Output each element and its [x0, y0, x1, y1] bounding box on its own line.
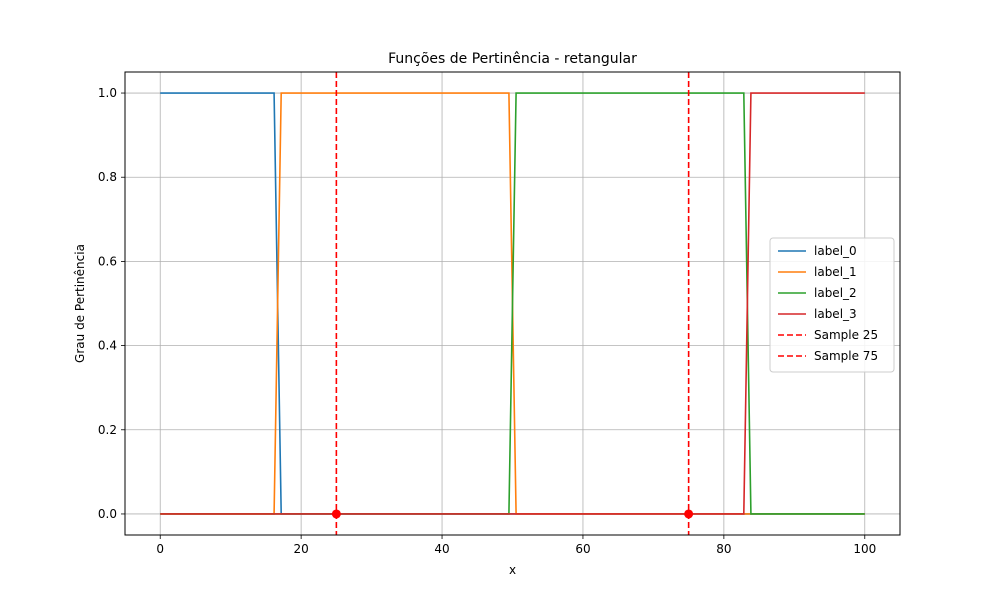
- legend-label: label_0: [814, 244, 857, 258]
- x-tick-label: 0: [156, 542, 164, 556]
- x-tick-label: 100: [853, 542, 876, 556]
- y-tick-label: 0.8: [98, 170, 117, 184]
- chart-title: Funções de Pertinência - retangular: [388, 51, 637, 67]
- x-tick-label: 80: [716, 542, 731, 556]
- ticks: 0 20 40 60 80 100 0.0 0.2 0.4 0.6 0.8 1.0: [98, 86, 876, 556]
- x-tick-label: 20: [293, 542, 308, 556]
- legend: label_0 label_1 label_2 label_3 Sample 25 Sam…: [769, 237, 895, 373]
- series-line-label_3: [160, 92, 865, 515]
- legend-label: label_3: [814, 307, 857, 321]
- x-axis-label: x: [509, 563, 516, 577]
- x-tick-label: 40: [434, 542, 449, 556]
- y-axis-label: Grau de Pertinência: [73, 244, 87, 363]
- y-tick-label: 1.0: [98, 86, 117, 100]
- series-line-label_2: [160, 92, 865, 515]
- sample-point-25: [331, 509, 341, 519]
- y-tick-label: 0.2: [98, 423, 117, 437]
- y-tick-label: 0.4: [98, 339, 117, 353]
- y-tick-label: 0.0: [98, 507, 117, 521]
- vline-layer: [331, 72, 694, 535]
- series-layer: [160, 92, 865, 515]
- plot-frame: [124, 71, 901, 536]
- x-tick-label: 60: [575, 542, 590, 556]
- sample-point-75: [684, 509, 694, 519]
- legend-label: Sample 75: [814, 349, 878, 363]
- legend-label: label_1: [814, 265, 857, 279]
- y-tick-label: 0.6: [98, 254, 117, 268]
- legend-label: label_2: [814, 286, 857, 300]
- legend-label: Sample 25: [814, 328, 878, 342]
